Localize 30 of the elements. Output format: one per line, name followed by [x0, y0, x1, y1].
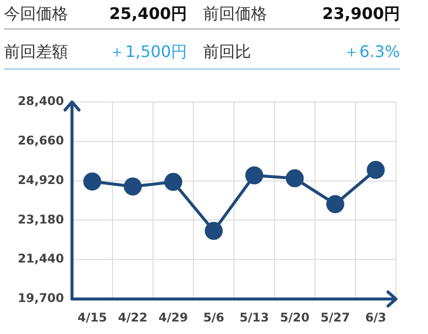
x-tick-label: 4/29: [158, 310, 188, 324]
point: [204, 222, 223, 240]
y-tick-label: 23,180: [18, 212, 64, 226]
y-tick-label: 19,700: [18, 291, 64, 306]
y-tick-label: 28,400: [18, 94, 64, 108]
text: 前回価格: [202, 4, 268, 24]
text: 前回比: [203, 42, 252, 62]
x-tick-label: 5/27: [320, 310, 350, 324]
point: [366, 160, 385, 179]
x-tick-label: 5/20: [280, 310, 310, 324]
point: [83, 172, 102, 190]
y-tick-label: 26,660: [18, 134, 64, 148]
text: 前回差額: [4, 42, 69, 62]
y-tick-label: 21,440: [18, 252, 64, 266]
y-tick-label: 24,920: [18, 172, 64, 187]
point: [164, 172, 182, 191]
point: [124, 177, 142, 196]
x-tick-label: 6/3: [365, 310, 386, 324]
x-tick-label: 5/6: [203, 310, 224, 324]
x-tick-label: 5/13: [240, 310, 269, 324]
text: ＋1,500円: [109, 42, 187, 62]
text: 今回価格: [4, 4, 69, 24]
x-tick-label: 4/15: [78, 310, 107, 324]
text: 23,900円: [321, 4, 400, 24]
point: [326, 195, 344, 214]
text: 25,400円: [109, 4, 187, 24]
point: [245, 166, 264, 184]
point: [286, 169, 304, 188]
text: ＋6.3%: [342, 42, 400, 62]
x-tick-label: 4/22: [118, 310, 148, 324]
